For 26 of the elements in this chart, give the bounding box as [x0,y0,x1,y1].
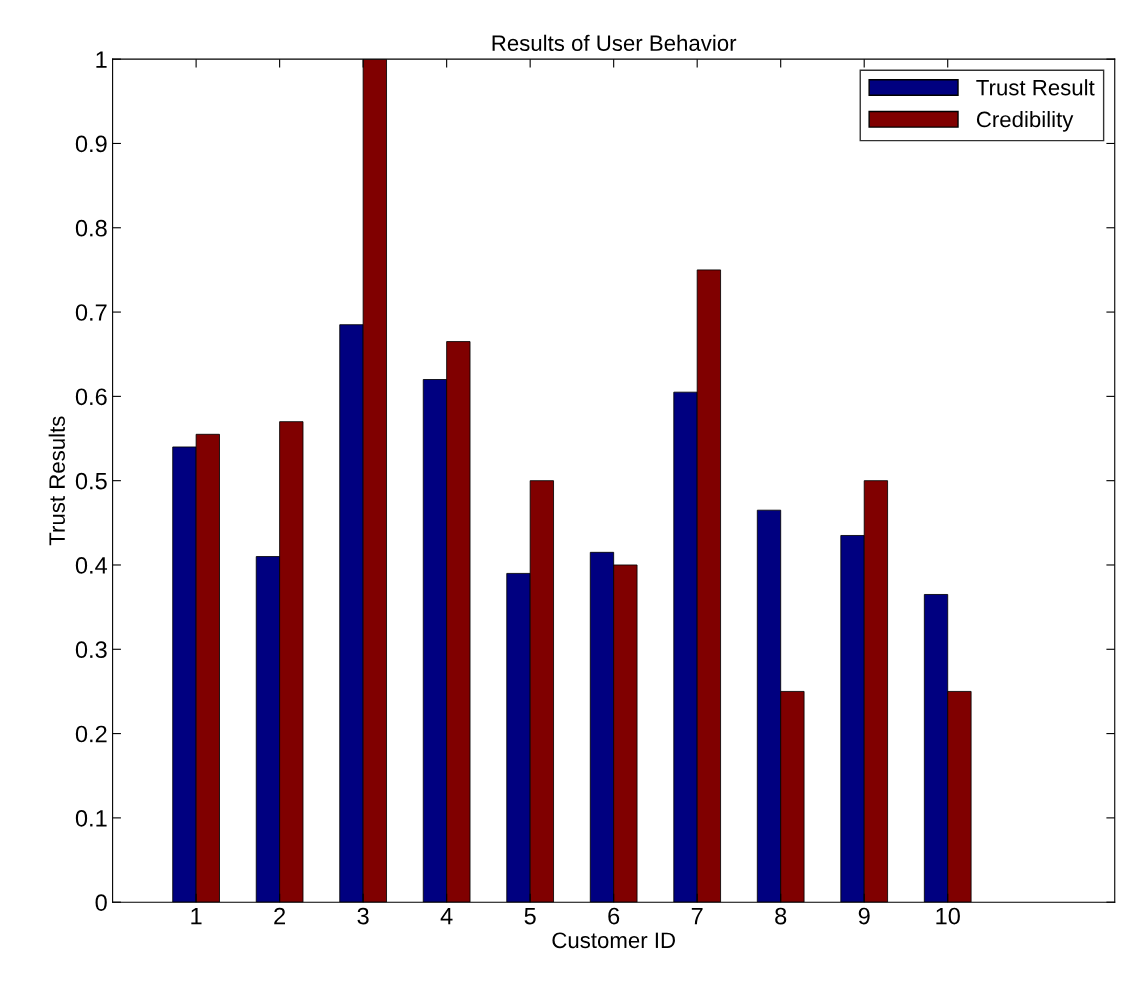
x-tick-label: 10 [936,907,960,925]
y-axis-title: Trust Results [48,416,65,546]
y-tick-label: 0.6 [75,388,107,406]
x-tick-label: 2 [274,907,285,925]
x-tick-label: 5 [524,907,536,925]
y-tick-label: 1 [96,51,107,68]
x-tick-label: 4 [440,907,453,925]
y-tick-label: 0 [95,894,107,911]
y-tick-label: 0.4 [75,557,108,574]
x-tick-label: 7 [691,907,703,925]
x-axis-title: Customer ID [552,932,675,949]
y-tick-label: 0.2 [75,725,107,743]
chart-title: Results of User Behavior [492,34,737,52]
x-tick-label: 1 [191,907,202,925]
x-tick-label: 6 [608,907,620,925]
x-tick-label: 8 [775,907,787,925]
y-tick-label: 0.8 [75,219,107,237]
x-tick-label: 9 [858,907,870,925]
x-tick-label: 3 [357,907,369,925]
y-tick-label: 0.1 [75,809,107,827]
y-tick-label: 0.3 [75,641,107,659]
legend-label: Trust Result [976,79,1095,96]
legend-label: Credibility [976,110,1074,132]
y-tick-label: 0.7 [75,304,107,321]
y-tick-label: 0.9 [75,135,107,153]
y-tick-label: 0.5 [75,472,107,490]
